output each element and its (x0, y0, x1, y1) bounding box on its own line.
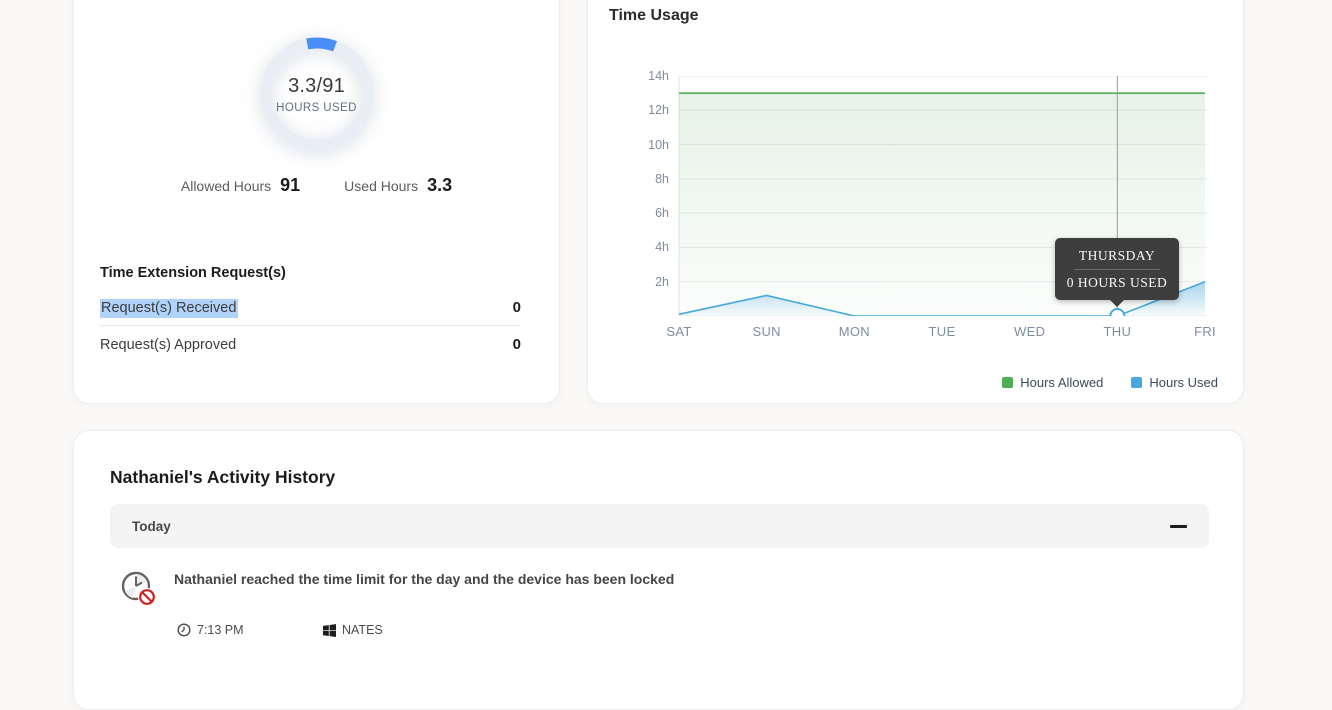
x-axis-label: WED (1014, 324, 1046, 339)
y-axis-label: 8h (655, 171, 669, 186)
activity-description: Nathaniel reached the time limit for the… (174, 571, 675, 587)
activity-time-label: 7:13 PM (197, 623, 244, 637)
y-axis-label: 2h (655, 274, 669, 289)
legend-item[interactable]: Hours Allowed (1002, 375, 1103, 390)
time-limit-lock-icon (119, 567, 159, 616)
tooltip-value: 0 HOURS USED (1066, 274, 1168, 290)
y-axis-label: 14h (648, 69, 669, 83)
tooltip-divider (1074, 268, 1160, 270)
hours-stats-row: Allowed Hours 91 Used Hours 3.3 (74, 175, 559, 196)
legend-swatch-icon (1131, 377, 1143, 388)
donut-chart-svg (260, 37, 373, 151)
legend-label: Hours Allowed (1020, 375, 1104, 390)
collapse-minus-icon[interactable] (1170, 524, 1187, 528)
donut-value: 3.3/91 (288, 74, 345, 97)
allowed-hours-label: Allowed Hours (180, 178, 272, 194)
selected-text: Request(s) Received (100, 298, 239, 318)
time-usage-card: Time Usage 14h 12h 10h 8h 6h 4h 2h SAT SUN MON TU… (587, 0, 1244, 404)
legend-item[interactable]: Hours Used (1131, 375, 1218, 390)
activity-history-card: Nathaniel's Activity History Today Natha… (73, 430, 1244, 710)
used-hours-label: Used Hours (344, 178, 419, 194)
tooltip-title: THURSDAY (1078, 247, 1156, 263)
allowed-hours-value: 91 (280, 175, 301, 195)
hours-used-donut-chart: 3.3/91 HOURS USED (255, 32, 379, 156)
requests-approved-row: Request(s) Approved 0 (100, 326, 521, 362)
y-axis-label: 6h (655, 206, 669, 221)
allowed-hours-stat: Allowed Hours 91 (181, 175, 300, 196)
used-hours-stat: Used Hours 3.3 (344, 175, 452, 196)
x-axis-label: FRI (1194, 324, 1216, 339)
y-axis-label: 10h (648, 137, 669, 152)
requests-received-label: Request(s) Received (100, 298, 239, 318)
requests-approved-label: Request(s) Approved (100, 336, 237, 353)
activity-device: NATES (323, 623, 383, 637)
clock-icon (177, 623, 191, 637)
today-group-header[interactable]: Today (110, 504, 1209, 548)
legend-label: Hours Used (1149, 375, 1218, 390)
chart-legend: Hours Allowed Hours Used (1002, 375, 1218, 390)
activity-time: 7:13 PM (177, 623, 244, 637)
activity-history-title: Nathaniel's Activity History (110, 467, 336, 487)
used-hours-value: 3.3 (427, 175, 453, 195)
chart-x-axis: SAT SUN MON TUE WED THU FRI (666, 324, 1215, 342)
chart-tooltip: THURSDAY 0 HOURS USED (1055, 238, 1179, 300)
time-usage-title: Time Usage (609, 7, 699, 24)
time-extension-title: Time Extension Request(s) (100, 265, 286, 281)
donut-center-text: 3.3/91 HOURS USED (255, 32, 379, 156)
activity-device-label: NATES (342, 623, 383, 637)
legend-swatch-icon (1002, 377, 1014, 388)
y-axis-label: 12h (648, 103, 669, 118)
y-axis-label: 4h (655, 240, 669, 255)
chart-y-axis: 14h 12h 10h 8h 6h 4h 2h (616, 69, 669, 316)
requests-approved-value: 0 (512, 336, 521, 353)
requests-received-row: Request(s) Received 0 (100, 289, 521, 326)
today-group-label: Today (132, 518, 171, 534)
windows-logo-icon (323, 623, 336, 637)
requests-received-value: 0 (512, 299, 521, 316)
donut-sublabel: HOURS USED (276, 101, 357, 114)
x-axis-label: SAT (666, 324, 692, 339)
time-extension-rows: Request(s) Received 0 Request(s) Approve… (100, 289, 521, 362)
x-axis-label: MON (838, 324, 870, 339)
x-axis-label: THU (1103, 324, 1132, 339)
x-axis-label: TUE (928, 324, 956, 339)
x-axis-label: SUN (752, 324, 781, 339)
hours-used-area (679, 281, 1205, 316)
hours-used-line (678, 280, 1206, 316)
usage-summary-card: 3.3/91 HOURS USED Allowed Hours 91 Used … (73, 0, 560, 404)
active-point-marker (1109, 308, 1126, 316)
